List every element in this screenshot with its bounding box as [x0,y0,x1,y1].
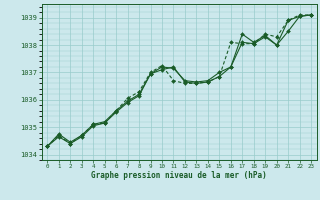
X-axis label: Graphe pression niveau de la mer (hPa): Graphe pression niveau de la mer (hPa) [91,171,267,180]
